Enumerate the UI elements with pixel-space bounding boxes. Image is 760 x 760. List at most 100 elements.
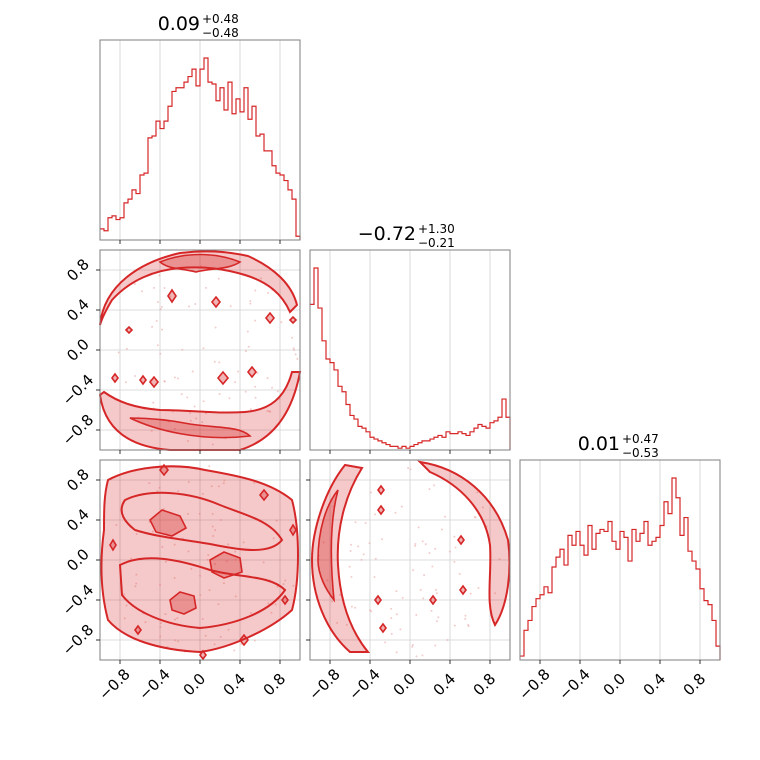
sample-point (481, 506, 484, 509)
island (210, 295, 222, 309)
sample-point (339, 593, 342, 596)
sample-point (225, 560, 228, 563)
sample-point (254, 385, 257, 388)
sample-point (150, 429, 153, 432)
sample-point (454, 546, 457, 549)
sample-point (214, 326, 217, 329)
island (457, 534, 465, 546)
sample-point (421, 540, 424, 543)
sample-point (354, 521, 357, 524)
sample-point (161, 328, 164, 331)
sample-point (219, 635, 222, 638)
xtick-label: 0.8 (680, 670, 710, 700)
sample-point (250, 611, 253, 614)
sample-point (262, 561, 265, 564)
sample-point (467, 625, 470, 628)
sample-point (133, 283, 136, 286)
sample-point (415, 613, 418, 616)
sample-point (364, 521, 367, 524)
island (199, 649, 207, 661)
sample-point (424, 543, 427, 546)
xticks-p2-p3: −0.8 −0.4 0.0 0.4 0.8 (305, 665, 499, 703)
title-1-value: 0.09 (158, 13, 200, 35)
sample-point (153, 286, 156, 289)
contour-p2-p3-core (317, 489, 339, 603)
sample-point (237, 370, 240, 373)
sample-point (213, 643, 216, 646)
sample-point (373, 576, 376, 579)
xtick-label: −0.4 (345, 665, 383, 703)
sample-point (458, 572, 461, 575)
scatter-p1-p3 (115, 465, 295, 653)
sample-point (158, 486, 161, 489)
island (139, 374, 147, 386)
panel-2d-p2-p3: −0.8 −0.4 0.0 0.4 0.8 (305, 459, 511, 704)
sample-point (271, 386, 274, 389)
sample-point (253, 639, 256, 642)
xtick-label: 0.8 (260, 670, 290, 700)
sample-point (294, 353, 297, 356)
sample-point (293, 348, 296, 351)
island (377, 484, 385, 496)
sample-point (395, 613, 398, 616)
island (134, 624, 142, 636)
xtick-label: 0.0 (390, 670, 420, 700)
sample-point (276, 585, 279, 588)
contour-p1-p3-core-c (169, 591, 197, 615)
histogram-p2-line (310, 267, 511, 450)
sample-point (222, 582, 225, 585)
sample-point (181, 348, 184, 351)
island (459, 584, 467, 596)
sample-point (134, 374, 137, 377)
sample-point (401, 596, 404, 599)
sample-point (214, 529, 217, 532)
sample-point (159, 635, 162, 638)
sample-point (284, 579, 287, 582)
sample-point (151, 530, 154, 533)
sample-point (206, 558, 209, 561)
sample-point (448, 550, 451, 553)
sample-point (349, 550, 352, 553)
ytick-label: 0.8 (63, 255, 93, 285)
sample-point (242, 541, 245, 544)
xtick-label: 0.0 (600, 670, 630, 700)
sample-point (411, 644, 414, 647)
histogram-p3-line (520, 477, 721, 660)
grid-hist-p1 (119, 40, 281, 240)
sample-point (246, 330, 249, 333)
sample-point (155, 319, 158, 322)
sample-point (428, 552, 431, 555)
sample-point (464, 617, 467, 620)
contour-p1-p2-inner-upper (158, 253, 242, 273)
sample-point (214, 562, 217, 565)
sample-point (191, 370, 194, 373)
contour-p1-p3-core-b (209, 551, 243, 579)
contour-p1-p2-lower (98, 371, 302, 451)
title-2-plus: +1.30 (418, 222, 455, 236)
sample-point (228, 397, 231, 400)
sample-point (190, 567, 193, 570)
sample-point (498, 558, 501, 561)
ytick-label: 0.8 (63, 465, 93, 495)
ytick-label: −0.4 (59, 371, 97, 409)
sample-point (414, 544, 417, 547)
sample-point (213, 360, 216, 363)
sample-point (390, 632, 393, 635)
sample-point (189, 419, 192, 422)
sample-point (269, 410, 272, 413)
sample-point (218, 361, 221, 364)
sample-point (345, 623, 348, 626)
sample-point (256, 371, 259, 374)
title-3-minus: −0.53 (622, 446, 659, 460)
sample-point (148, 482, 151, 485)
sample-point (201, 617, 204, 620)
contour-p2-p3-right-band (417, 460, 511, 628)
sample-point (292, 584, 295, 587)
sample-point (199, 594, 202, 597)
sample-point (156, 490, 159, 493)
sample-point (412, 569, 415, 572)
sample-point (211, 443, 214, 446)
sample-point (229, 305, 232, 308)
sample-point (211, 512, 214, 515)
